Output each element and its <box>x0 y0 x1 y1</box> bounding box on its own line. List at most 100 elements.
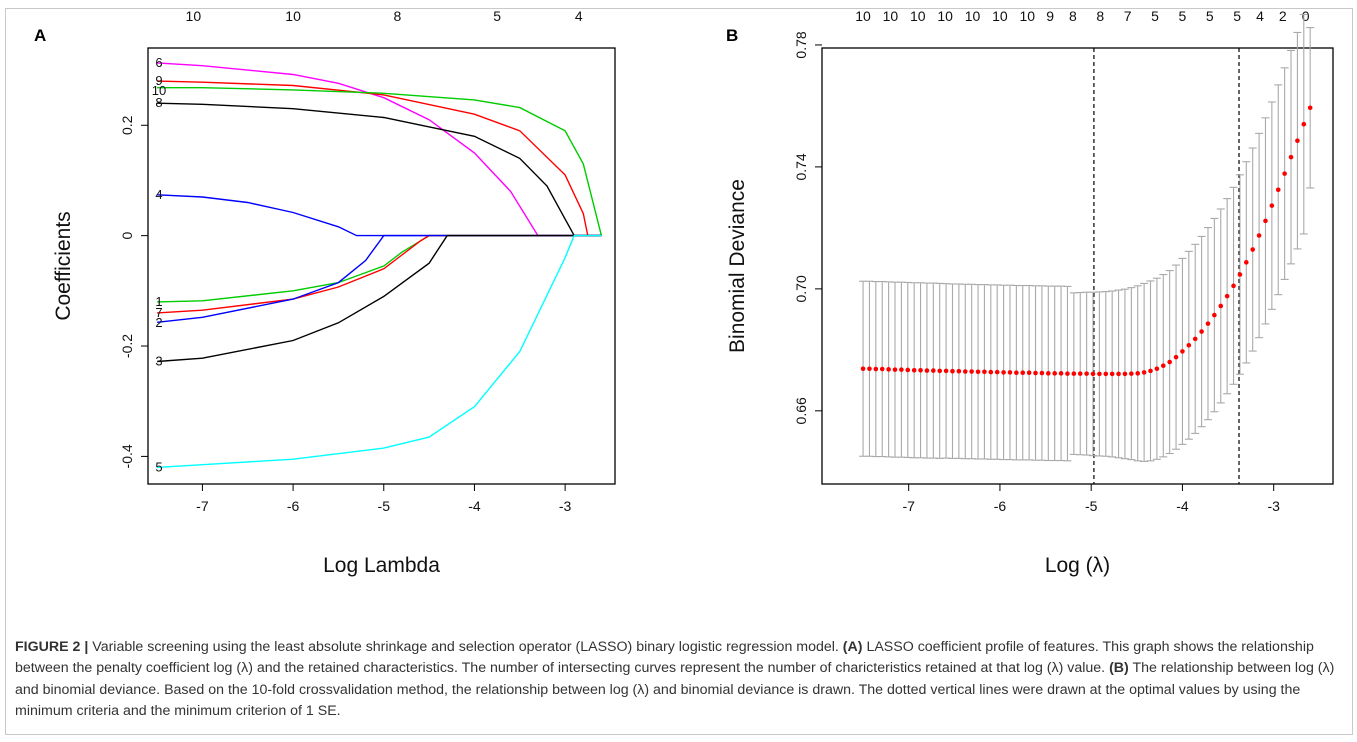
deviance-point <box>943 368 949 374</box>
deviance-point <box>918 367 923 373</box>
deviance-point <box>924 368 930 373</box>
top-axis-label: 4 <box>1256 8 1264 24</box>
deviance-point <box>1109 371 1115 377</box>
deviance-point <box>969 369 974 374</box>
y-tick-label: 0.74 <box>793 153 809 180</box>
top-axis-label: 10 <box>186 8 202 24</box>
deviance-point <box>937 368 943 374</box>
deviance-point <box>1148 368 1153 374</box>
deviance-point <box>1160 363 1166 369</box>
deviance-point <box>1020 370 1026 376</box>
y-tick-label: 0.66 <box>793 397 809 424</box>
deviance-point <box>982 369 987 375</box>
series-label-2: 2 <box>155 315 162 330</box>
series-label-10: 10 <box>152 83 166 98</box>
series-line-2 <box>157 234 602 323</box>
deviance-point <box>1071 371 1077 376</box>
y-tick-label: -0.2 <box>119 334 135 358</box>
series-line-3 <box>157 234 602 363</box>
top-axis-label: 5 <box>1151 8 1159 24</box>
y-tick-label: 0.78 <box>793 31 809 58</box>
deviance-point <box>1295 138 1300 143</box>
x-axis-label: Log (λ) <box>1045 554 1110 577</box>
panel-label-A: A <box>34 26 46 45</box>
deviance-point <box>905 367 911 373</box>
caption-part-0: Variable screening using the least absol… <box>88 639 843 655</box>
top-axis-label: 5 <box>1179 8 1187 24</box>
panel-B: B -7 -6 -5 -4 -3 0.66 0.70 0.74 0.78 10 10 10 10 10 10 1… <box>726 8 1334 577</box>
deviance-point <box>1173 354 1179 360</box>
deviance-point <box>899 367 904 372</box>
deviance-point <box>1026 370 1032 376</box>
deviance-point <box>873 366 879 372</box>
series-label-5: 5 <box>155 459 162 474</box>
deviance-point <box>1250 247 1255 252</box>
top-axis-label: 10 <box>937 8 953 24</box>
x-tick-label: -6 <box>287 498 300 514</box>
series-label-7: 7 <box>155 305 162 320</box>
deviance-point <box>1224 293 1230 299</box>
deviance-point <box>950 368 955 374</box>
deviance-point <box>1077 371 1083 376</box>
x-tick-label: -7 <box>196 498 209 514</box>
series-label-8: 8 <box>155 95 162 110</box>
deviance-point <box>1301 121 1307 127</box>
top-axis-label: 10 <box>1020 8 1036 24</box>
series-label-3: 3 <box>155 353 162 368</box>
deviance-point <box>1231 283 1236 289</box>
top-axis-label: 10 <box>855 8 871 24</box>
x-tick-label: -3 <box>559 498 572 514</box>
deviance-point <box>1263 218 1268 224</box>
deviance-point <box>1307 105 1313 111</box>
deviance-point <box>994 369 1000 375</box>
deviance-point <box>886 367 891 372</box>
caption-part-3: (B) <box>1109 660 1129 677</box>
top-axis-label: 5 <box>1233 8 1241 24</box>
deviance-point <box>1065 371 1070 376</box>
caption-body: Variable screening using the least absol… <box>15 639 1334 719</box>
deviance-point <box>1046 371 1051 376</box>
series-label-4: 4 <box>155 187 162 202</box>
deviance-point <box>1122 371 1128 377</box>
x-tick-label: -5 <box>378 498 391 514</box>
deviance-point <box>1033 370 1038 376</box>
y-axis-label: Coefficients <box>52 211 75 320</box>
deviance-point <box>867 366 872 372</box>
caption-part-1: (A) <box>842 639 863 655</box>
series-line-1 <box>157 234 602 303</box>
deviance-point <box>1052 371 1057 376</box>
y-tick-label: 0.70 <box>793 275 809 302</box>
deviance-point <box>1180 349 1185 354</box>
top-axis-label: 8 <box>1096 8 1104 24</box>
series-line-5 <box>157 234 602 469</box>
series-line-9 <box>157 80 602 237</box>
deviance-point <box>1135 371 1141 376</box>
deviance-point <box>1129 371 1134 376</box>
x-tick-label: -6 <box>994 498 1007 514</box>
deviance-point <box>1014 370 1019 376</box>
plot-frame <box>821 47 1334 485</box>
top-axis-label: 2 <box>1279 8 1287 24</box>
panel-label-B: B <box>726 26 738 45</box>
top-axis-label: 0 <box>1302 8 1310 24</box>
x-tick-label: -7 <box>902 498 915 514</box>
deviance-point <box>1103 371 1109 377</box>
figure-frame <box>5 8 1353 735</box>
deviance-point <box>1256 233 1262 238</box>
deviance-point <box>1090 371 1096 377</box>
plot-frame <box>147 47 616 485</box>
deviance-point <box>1154 366 1160 372</box>
series-line-7 <box>157 234 602 314</box>
deviance-point <box>1192 336 1198 342</box>
deviance-point <box>1212 312 1217 318</box>
top-axis-label: 7 <box>1124 8 1132 24</box>
deviance-point <box>892 367 898 372</box>
series-line-10 <box>157 86 603 236</box>
caption-label: FIGURE 2 | <box>15 639 89 655</box>
deviance-point <box>1186 342 1192 348</box>
deviance-point <box>1116 371 1121 377</box>
y-tick-label: 0.2 <box>119 115 135 135</box>
deviance-point <box>1167 359 1172 365</box>
deviance-point <box>911 367 917 373</box>
